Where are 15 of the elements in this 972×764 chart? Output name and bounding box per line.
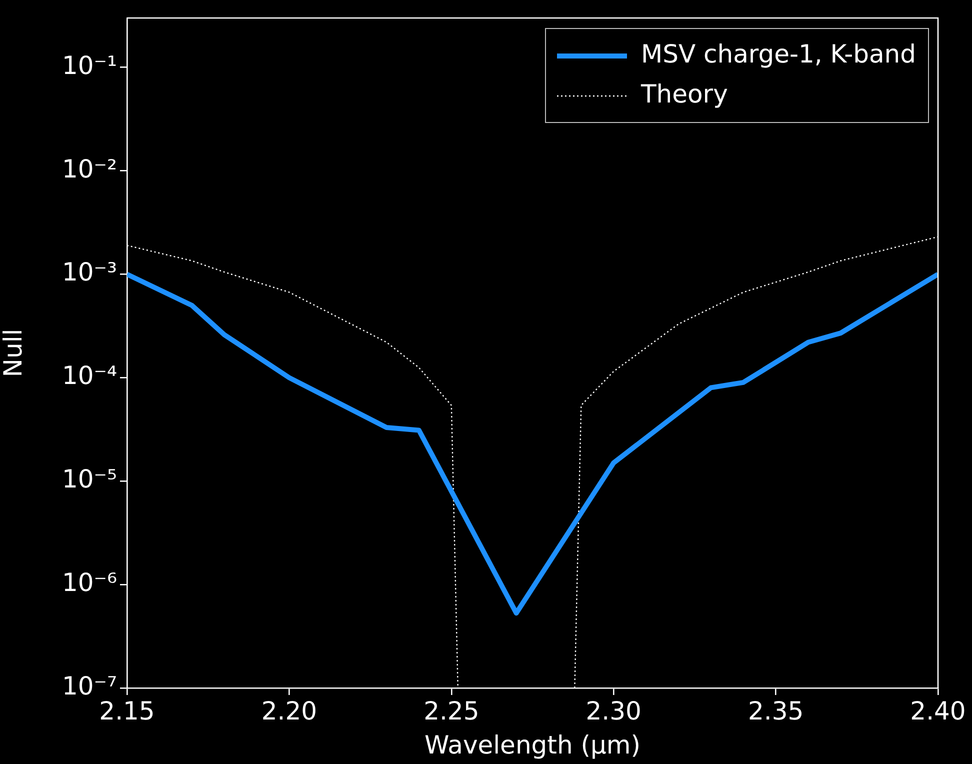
y-tick-label: 10⁻³ — [62, 258, 117, 287]
y-tick-label: 10⁻⁶ — [62, 568, 117, 598]
x-tick-label: 2.25 — [424, 696, 480, 726]
x-tick-label: 2.35 — [748, 696, 804, 726]
x-tick-label: 2.20 — [261, 696, 318, 726]
x-tick-label: 2.40 — [910, 696, 966, 726]
y-tick-label: 10⁻¹ — [62, 50, 117, 80]
y-tick-label: 10⁻⁵ — [62, 464, 117, 494]
y-tick-label: 10⁻² — [62, 154, 117, 184]
y-tick-label: 10⁻⁴ — [62, 361, 117, 390]
legend-label: Theory — [640, 80, 728, 108]
y-axis-title: Null — [0, 328, 28, 378]
x-tick-label: 2.30 — [586, 696, 642, 726]
legend-label: MSV charge-1, K-band — [641, 40, 916, 68]
x-axis-title: Wavelength (μm) — [424, 730, 641, 760]
